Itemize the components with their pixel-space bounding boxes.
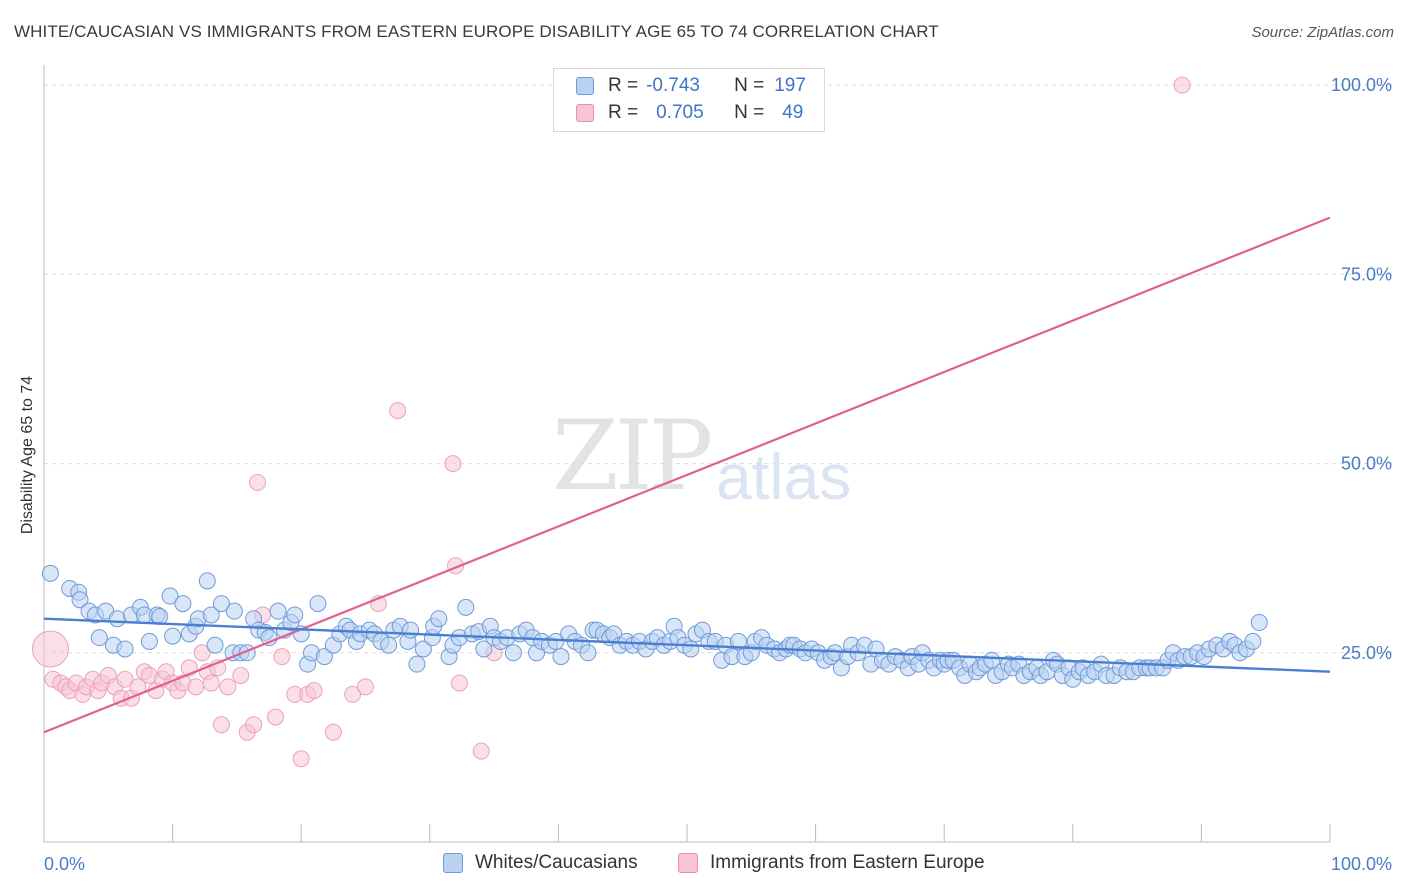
blue-point (430, 610, 448, 628)
blue-point (286, 606, 304, 624)
pink-point (116, 670, 134, 688)
legend-n-value: 49 (782, 102, 804, 123)
blue-point (151, 607, 169, 625)
legend-r-value: 0.705 (656, 102, 704, 123)
bottom-swatch-pink (678, 853, 698, 873)
pink-point (219, 678, 237, 696)
blue-point (161, 587, 179, 605)
pink-point (212, 716, 230, 734)
tick-labels: 25.0% 50.0% 75.0% 100.0% 0.0% 100.0% (44, 75, 1392, 874)
pink-point (266, 708, 284, 726)
pink-point (472, 742, 490, 760)
pink-point (344, 685, 362, 703)
blue-point (309, 595, 327, 613)
trend-line-whites (43, 617, 1331, 673)
pink-point (450, 674, 468, 692)
legend-n-value: 197 (774, 75, 806, 96)
blue-point (71, 591, 89, 609)
pink-point (31, 630, 69, 668)
bottom-legend-immigrants: Immigrants from Eastern Europe (678, 852, 985, 874)
legend-n-label: N = (734, 102, 765, 123)
blue-point (164, 627, 182, 645)
blue-point (414, 640, 432, 658)
blue-point (547, 632, 565, 650)
blue-point (475, 640, 493, 658)
pink-point (357, 678, 374, 696)
correlation-legend: R = -0.743 N = 197 R = 0.705 N = 49 (553, 68, 825, 132)
series-whites-points (41, 564, 1268, 688)
blue-point (682, 640, 700, 658)
blue-point (457, 598, 475, 616)
blue-point (212, 595, 230, 613)
x-tick-label: 0.0% (44, 854, 85, 874)
y-tick-label: 75.0% (1341, 264, 1392, 284)
pink-point (324, 723, 342, 741)
blue-point (380, 636, 398, 654)
blue-point (579, 644, 597, 662)
blue-point (41, 564, 59, 582)
pink-point (444, 455, 462, 473)
pink-point (305, 682, 323, 700)
bottom-legend-label: Immigrants from Eastern Europe (710, 852, 985, 873)
blue-point (315, 648, 333, 666)
pink-point (292, 750, 310, 768)
blue-point (225, 602, 243, 620)
bottom-legend-whites: Whites/Caucasians (443, 852, 638, 874)
chart-title: WHITE/CAUCASIAN VS IMMIGRANTS FROM EASTE… (14, 22, 939, 41)
blue-point (1250, 614, 1268, 632)
blue-point (198, 572, 216, 590)
blue-point (90, 629, 108, 647)
watermark-zip: ZIP (552, 400, 713, 512)
pink-point (1173, 76, 1191, 94)
blue-point (402, 621, 420, 639)
blue-point (108, 610, 126, 628)
x-tick-label: 100.0% (1331, 854, 1392, 874)
source-label: Source: ZipAtlas.com (1251, 24, 1394, 41)
blue-point (269, 602, 287, 620)
pink-point (232, 666, 250, 684)
axes (43, 65, 1331, 843)
pink-point (273, 648, 291, 666)
y-tick-label: 50.0% (1341, 454, 1392, 474)
y-tick-label: 25.0% (1341, 643, 1392, 663)
blue-point (552, 648, 570, 666)
blue-point (116, 640, 134, 658)
pink-point (389, 402, 407, 420)
legend-r-label: R = (608, 75, 639, 96)
blue-point (408, 655, 426, 673)
grid-lines (44, 84, 1392, 654)
bottom-swatch-blue (443, 853, 463, 873)
blue-point (202, 606, 220, 624)
blue-point (504, 644, 522, 662)
blue-point (206, 636, 224, 654)
blue-point (174, 595, 192, 613)
legend-n-label: N = (734, 75, 765, 96)
blue-point (729, 632, 747, 650)
trend-line-immigrants (43, 216, 1331, 734)
legend-row-whites: R = -0.743 N = 197 (576, 74, 806, 98)
pink-point (202, 674, 220, 692)
legend-r-value: -0.743 (646, 75, 700, 96)
trend-lines (43, 216, 1331, 734)
pink-point (187, 678, 205, 696)
blue-point (140, 632, 158, 650)
pink-point (245, 716, 263, 734)
pink-point (193, 644, 211, 662)
legend-row-immigrants: R = 0.705 N = 49 (576, 101, 803, 125)
blue-point (1244, 632, 1262, 650)
bottom-legend-label: Whites/Caucasians (475, 852, 638, 873)
pink-point (248, 473, 266, 491)
legend-swatch-blue (576, 77, 594, 95)
watermark-atlas: atlas (716, 441, 852, 513)
legend-swatch-pink (576, 104, 594, 122)
y-tick-label: 100.0% (1331, 75, 1392, 95)
legend-r-label: R = (608, 102, 639, 123)
